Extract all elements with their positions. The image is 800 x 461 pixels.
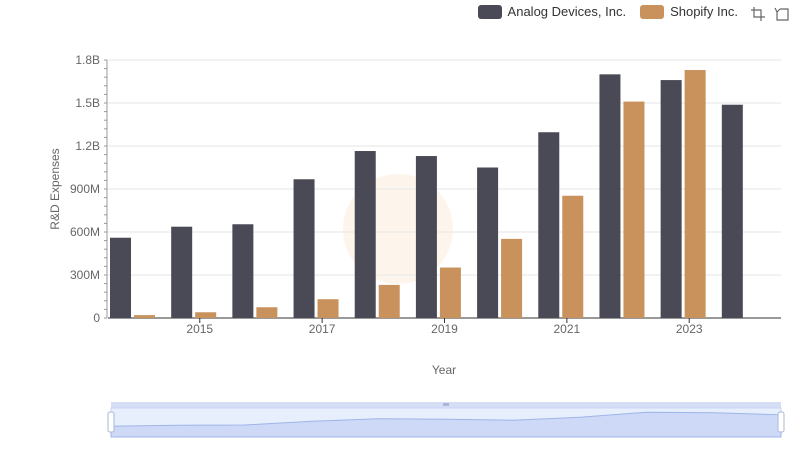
bar-analog-devices[interactable] xyxy=(110,237,131,318)
bar-analog-devices[interactable] xyxy=(660,80,682,318)
bar-shopify[interactable] xyxy=(623,101,645,318)
restore-icon[interactable] xyxy=(774,6,790,22)
legend: Analog Devices, Inc. Shopify Inc. xyxy=(477,4,738,19)
legend-label: Analog Devices, Inc. xyxy=(507,4,627,19)
bar-analog-devices[interactable] xyxy=(293,179,315,318)
legend-swatch xyxy=(640,4,665,19)
zoom-select-icon[interactable] xyxy=(750,6,766,22)
bar-analog-devices[interactable] xyxy=(599,74,621,318)
x-tick-label: 2017 xyxy=(309,322,336,336)
bar-analog-devices[interactable] xyxy=(538,132,560,318)
x-axis-title: Year xyxy=(432,363,456,377)
bar-shopify[interactable] xyxy=(134,315,155,318)
y-tick-label: 900M xyxy=(70,182,100,196)
y-axis: 0 300M 600M 900M 1.2B 1.5B 1.8B xyxy=(70,53,108,325)
bar-analog-devices[interactable] xyxy=(354,151,376,318)
y-tick-label: 300M xyxy=(70,268,100,282)
bars xyxy=(110,70,743,319)
data-zoom-slider[interactable] xyxy=(107,402,785,438)
bar-shopify[interactable] xyxy=(378,284,400,318)
bar-analog-devices[interactable] xyxy=(477,167,499,319)
bar-shopify[interactable] xyxy=(562,195,584,318)
y-tick-label: 1.2B xyxy=(75,139,100,153)
y-tick-label: 600M xyxy=(70,225,100,239)
x-tick-label: 2019 xyxy=(431,322,458,336)
bar-shopify[interactable] xyxy=(439,267,461,318)
bar-shopify[interactable] xyxy=(684,70,706,319)
legend-swatch xyxy=(477,4,502,19)
toolbox xyxy=(750,6,790,22)
bar-analog-devices[interactable] xyxy=(232,224,254,318)
x-tick-label: 2015 xyxy=(186,322,213,336)
legend-item-shopify[interactable]: Shopify Inc. xyxy=(640,4,738,19)
y-tick-label: 1.5B xyxy=(75,96,100,110)
slider-trend-area xyxy=(110,411,782,438)
bar-shopify[interactable] xyxy=(501,238,523,318)
slider-drag-grip[interactable] xyxy=(443,403,449,406)
x-tick-label: 2021 xyxy=(554,322,581,336)
bar-analog-devices[interactable] xyxy=(171,226,193,318)
bar-analog-devices[interactable] xyxy=(721,104,743,318)
y-axis-title: R&D Expenses xyxy=(48,148,62,229)
legend-label: Shopify Inc. xyxy=(670,4,738,19)
x-tick-label: 2023 xyxy=(676,322,703,336)
bar-shopify[interactable] xyxy=(317,299,339,318)
bar-shopify[interactable] xyxy=(256,307,278,318)
slider-handle-right[interactable] xyxy=(777,411,785,433)
slider-handle-left[interactable] xyxy=(107,411,115,433)
bar-analog-devices[interactable] xyxy=(415,156,437,318)
bar-shopify[interactable] xyxy=(195,312,217,318)
legend-item-analog-devices[interactable]: Analog Devices, Inc. xyxy=(477,4,627,19)
y-tick-label: 1.8B xyxy=(75,53,100,67)
y-tick-label: 0 xyxy=(93,311,100,325)
x-axis: 2015 2017 2019 2021 2023 xyxy=(108,317,781,336)
